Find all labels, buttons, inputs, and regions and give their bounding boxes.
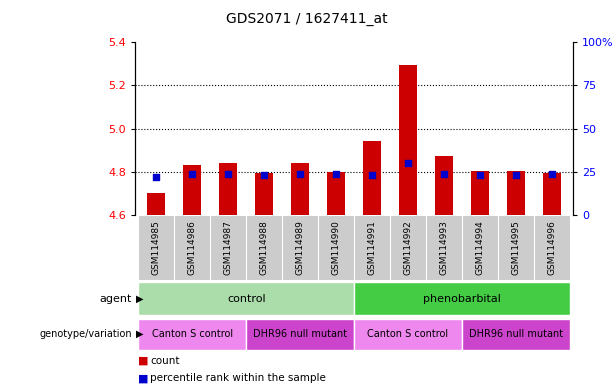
Text: DHR96 null mutant: DHR96 null mutant [253, 329, 347, 339]
Bar [219, 163, 237, 215]
Bar [462, 319, 569, 349]
Bar [390, 215, 426, 280]
Point [367, 172, 377, 179]
Point [511, 172, 520, 179]
Text: GSM114995: GSM114995 [511, 220, 520, 275]
Text: agent: agent [99, 293, 132, 304]
Text: GSM114994: GSM114994 [475, 220, 484, 275]
Text: Canton S control: Canton S control [152, 329, 233, 339]
Bar [354, 319, 462, 349]
Point [403, 160, 413, 166]
Bar [282, 215, 318, 280]
Bar [255, 173, 273, 215]
Text: GDS2071 / 1627411_at: GDS2071 / 1627411_at [226, 12, 387, 25]
Point [475, 172, 485, 179]
Point [547, 170, 557, 177]
Bar [426, 215, 462, 280]
Text: GSM114993: GSM114993 [440, 220, 448, 275]
Point [188, 170, 197, 177]
Text: genotype/variation: genotype/variation [39, 329, 132, 339]
Bar [174, 215, 210, 280]
Bar [183, 166, 201, 215]
Text: Canton S control: Canton S control [367, 329, 449, 339]
Text: ■: ■ [138, 373, 148, 383]
Text: GSM114991: GSM114991 [367, 220, 376, 275]
Bar [354, 215, 390, 280]
Text: count: count [150, 356, 180, 366]
Point [439, 170, 449, 177]
Text: GSM114986: GSM114986 [188, 220, 197, 275]
Bar [148, 194, 166, 215]
Point [295, 170, 305, 177]
Bar [246, 319, 354, 349]
Text: GSM114987: GSM114987 [224, 220, 233, 275]
Bar [139, 319, 246, 349]
Bar [435, 156, 453, 215]
Bar [534, 215, 569, 280]
Bar [462, 215, 498, 280]
Text: GSM114990: GSM114990 [332, 220, 341, 275]
Point [259, 172, 269, 179]
Bar [139, 215, 174, 280]
Text: GSM114985: GSM114985 [152, 220, 161, 275]
Bar [354, 282, 569, 315]
Text: ▶: ▶ [136, 329, 143, 339]
Bar [291, 163, 309, 215]
Bar [399, 65, 417, 215]
Bar [327, 172, 345, 215]
Text: GSM114989: GSM114989 [295, 220, 305, 275]
Bar [210, 215, 246, 280]
Bar [363, 141, 381, 215]
Point [151, 174, 161, 180]
Bar [498, 215, 534, 280]
Point [331, 170, 341, 177]
Text: GSM114988: GSM114988 [260, 220, 268, 275]
Bar [507, 171, 525, 215]
Bar [139, 282, 354, 315]
Bar [543, 173, 560, 215]
Text: GSM114992: GSM114992 [403, 220, 413, 275]
Text: ■: ■ [138, 356, 148, 366]
Point [223, 170, 233, 177]
Text: percentile rank within the sample: percentile rank within the sample [150, 373, 326, 383]
Text: control: control [227, 293, 265, 304]
Text: DHR96 null mutant: DHR96 null mutant [468, 329, 563, 339]
Text: GSM114996: GSM114996 [547, 220, 556, 275]
Bar [318, 215, 354, 280]
Text: ▶: ▶ [136, 293, 143, 304]
Text: phenobarbital: phenobarbital [423, 293, 501, 304]
Bar [246, 215, 282, 280]
Bar [471, 171, 489, 215]
